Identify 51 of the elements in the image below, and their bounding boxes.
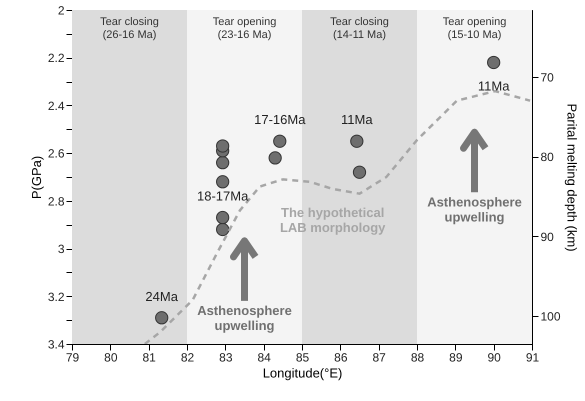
y2-tick-label: 90 — [540, 230, 554, 244]
y2-axis-title: Parital melting depth (km) — [564, 103, 580, 252]
x-tick-label: 80 — [104, 350, 118, 364]
y-tick-label: 2.4 — [48, 98, 65, 113]
point — [350, 134, 364, 148]
annotation: Asthenosphere upwelling — [197, 302, 292, 333]
point — [352, 166, 366, 179]
y2-tick-label: 70 — [540, 70, 554, 84]
point — [487, 56, 500, 70]
y-tick-label: 3.4 — [48, 338, 65, 352]
y2-tick-label: 80 — [540, 150, 554, 164]
x-tick-label: 79 — [66, 350, 80, 364]
annotation: 17-16Ma — [254, 112, 306, 128]
point — [216, 139, 230, 153]
point — [273, 134, 286, 148]
point — [216, 156, 230, 170]
y2-tick-label: 100 — [540, 310, 561, 324]
x-tick-label: 89 — [449, 350, 463, 364]
y-axis-title: P(GPa) — [28, 156, 44, 200]
x-tick-label: 83 — [219, 350, 233, 364]
point — [155, 311, 168, 324]
annotation: 11Ma — [478, 78, 510, 94]
x-tick-label: 81 — [142, 350, 156, 364]
annotation: 11Ma — [341, 112, 374, 128]
x-tick-label: 87 — [372, 350, 386, 364]
y-tick-label: 2.6 — [48, 146, 65, 161]
band-label: Tear opening (23-16 Ma) — [212, 16, 276, 41]
x-tick-label: 84 — [257, 350, 272, 364]
annotation: 18-17Ma — [196, 188, 250, 204]
y-tick-label: 3 — [58, 242, 65, 256]
x-tick-label: 91 — [526, 350, 540, 364]
x-tick-label: 90 — [487, 350, 502, 364]
point — [216, 210, 230, 224]
x-tick-label: 82 — [180, 350, 194, 364]
y-tick-label: 2 — [58, 4, 65, 18]
y-tick-label: 2.2 — [48, 51, 65, 66]
y-tick-label: 3.2 — [48, 290, 65, 304]
x-tick-label: 86 — [334, 350, 348, 364]
y-tick-label: 2.8 — [48, 194, 65, 208]
point — [216, 222, 230, 236]
point — [216, 175, 230, 188]
annotation: Asthenosphere upwelling — [427, 194, 522, 224]
band-label: Tear opening (15-10 Ma) — [442, 16, 506, 41]
point — [268, 151, 282, 165]
line-series — [144, 90, 532, 344]
x-tick-label: 88 — [410, 350, 424, 364]
band-label: Tear closing (14-11 Ma) — [330, 16, 389, 41]
band-label: Tear closing (26-16 Ma) — [100, 16, 159, 41]
x-tick-label: 85 — [296, 350, 310, 364]
x-axis-title: Longitude(°E) — [262, 366, 342, 380]
annotation: 24Ma — [145, 288, 179, 304]
